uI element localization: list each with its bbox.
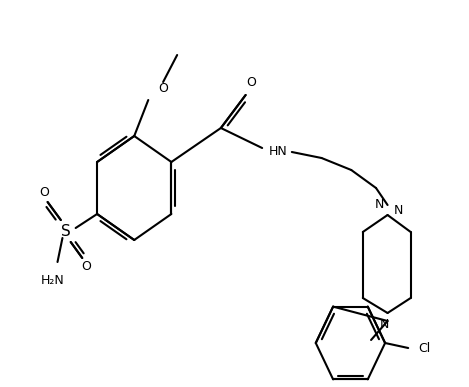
Text: N: N	[394, 204, 403, 216]
Text: Cl: Cl	[418, 342, 431, 356]
Text: O: O	[82, 260, 91, 272]
Text: O: O	[39, 185, 49, 199]
Text: O: O	[247, 75, 257, 89]
Text: S: S	[61, 224, 71, 240]
Text: N: N	[375, 198, 384, 211]
Text: H₂N: H₂N	[41, 274, 64, 287]
Text: N: N	[379, 318, 389, 331]
Text: HN: HN	[269, 146, 287, 159]
Text: O: O	[158, 82, 168, 94]
